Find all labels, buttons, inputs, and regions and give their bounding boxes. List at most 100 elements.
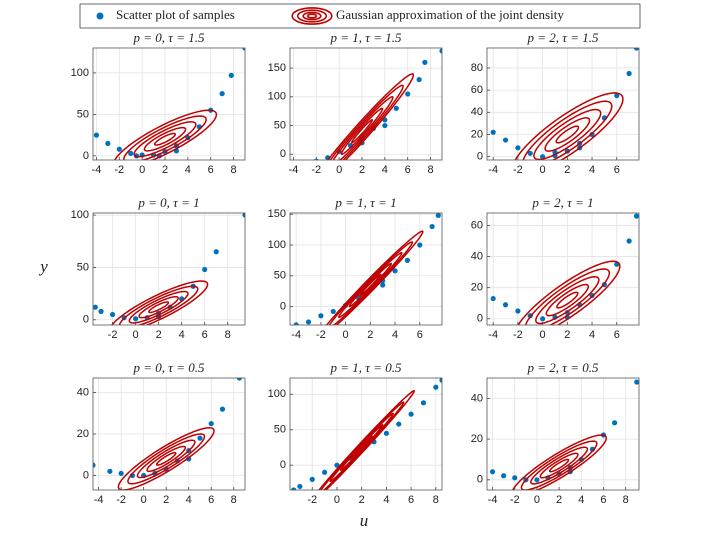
scatter-point: [128, 150, 134, 156]
gaussian-contour: [153, 132, 177, 146]
scatter-point: [380, 282, 386, 288]
scatter-point: [408, 411, 414, 417]
subplot: p = 0, τ = 0.5 -4 -2 0 2 4 6 8 0 20 40: [77, 360, 246, 506]
y-tick-label: 50: [274, 119, 286, 131]
axes-frame: [486, 47, 640, 161]
gaussian-contour: [138, 295, 179, 319]
x-tick-label: 6: [614, 164, 620, 176]
subplot: p = 2, τ = 0.5 -4 -2 0 2 4 6 8 0 20 40: [471, 360, 640, 506]
scatter-point: [202, 266, 208, 273]
plot-content: [293, 213, 441, 325]
gaussian-contour: [320, 401, 405, 490]
scatter-point: [93, 462, 96, 468]
x-tick-label: 0: [343, 329, 349, 341]
scatter-point: [242, 213, 245, 218]
x-tick-label: -2: [513, 164, 523, 176]
scatter-point: [392, 268, 398, 274]
y-tick-label: 0: [477, 474, 483, 486]
subplot-title: p = 2, τ = 1: [531, 195, 593, 210]
subplot-title: p = 0, τ = 0.5: [133, 360, 205, 375]
x-tick-label: -2: [307, 494, 317, 506]
scatter-point: [302, 160, 307, 165]
plot-content: [93, 213, 245, 325]
y-tick-label: 80: [471, 62, 483, 74]
y-tick-label: 60: [471, 84, 483, 96]
subplot-title: p = 2, τ = 1.5: [527, 30, 599, 45]
scatter-point: [318, 313, 324, 319]
scatter-point: [490, 295, 496, 302]
scatter-point: [219, 406, 226, 412]
gaussian-contour: [350, 435, 374, 460]
scatter-point: [242, 48, 245, 51]
scatter-point: [527, 150, 533, 156]
scatter-point: [291, 487, 297, 490]
scatter-point: [589, 131, 595, 138]
x-tick-label: 2: [163, 494, 169, 506]
x-tick-label: 6: [417, 329, 423, 341]
legend-marker: [96, 12, 104, 20]
subplot-title: p = 0, τ = 1: [137, 195, 199, 210]
y-tick-label: 100: [268, 91, 286, 103]
gaussian-contour: [548, 458, 570, 473]
y-tick-label: 60: [471, 219, 483, 231]
plot-area: [290, 378, 442, 490]
scatter-point: [133, 316, 139, 322]
gaussian-contour: [113, 109, 218, 160]
y-tick-label: 100: [268, 239, 286, 251]
scatter-point: [393, 105, 399, 111]
gaussian-contour: [555, 125, 580, 144]
x-tick-label: 4: [589, 164, 595, 176]
x-tick-label: 4: [186, 494, 192, 506]
legend-label: Scatter plot of samples: [116, 7, 235, 22]
scatter-point: [382, 122, 388, 129]
gaussian-contour: [111, 280, 209, 325]
axes-frame: [289, 377, 443, 491]
axes-frame: [92, 377, 246, 491]
scatter-point: [107, 468, 113, 474]
scatter-point: [420, 400, 427, 406]
x-tick-label: -4: [488, 164, 498, 176]
x-tick-label: 4: [382, 164, 388, 176]
plot-area: [290, 48, 442, 160]
x-tick-label: 6: [202, 329, 208, 341]
plot-content: [489, 379, 639, 490]
subplot-title: p = 0, τ = 1.5: [133, 30, 205, 45]
x-axis-label: u: [360, 511, 369, 530]
scatter-point: [405, 91, 411, 97]
scatter-point: [213, 249, 219, 255]
scatter-point: [93, 304, 98, 310]
subplot: p = 1, τ = 0.5 -2 0 2 4 6 8 0 50 100: [268, 360, 443, 506]
scatter-point: [502, 137, 509, 143]
x-tick-label: 8: [231, 164, 237, 176]
subplot-title: p = 1, τ = 1: [334, 195, 396, 210]
scatter-point: [501, 473, 507, 479]
gaussian-contour: [155, 451, 177, 466]
gaussian-contour: [148, 301, 170, 314]
x-tick-label: 4: [589, 329, 595, 341]
subplot-title: p = 1, τ = 1.5: [330, 30, 402, 45]
gaussian-contour: [522, 100, 613, 160]
gaussian-contour: [359, 273, 382, 297]
plot-area: [93, 48, 245, 160]
scatter-point: [228, 72, 234, 78]
scatter-point: [515, 145, 521, 151]
axes-frame: [289, 212, 443, 326]
gaussian-contour: [328, 241, 414, 325]
x-tick-label: -4: [289, 164, 299, 176]
scatter-point: [512, 475, 518, 481]
y-tick-label: 20: [471, 433, 483, 445]
scatter-point: [105, 140, 111, 147]
x-tick-label: 0: [540, 164, 546, 176]
x-tick-label: 0: [139, 164, 145, 176]
x-tick-label: 8: [433, 494, 439, 506]
gaussian-contour: [520, 440, 598, 490]
legend-marker: [306, 13, 318, 19]
gaussian-contour: [544, 117, 591, 152]
x-tick-label: 2: [359, 494, 365, 506]
y-tick-label: 100: [71, 209, 89, 221]
axes-frame: [92, 212, 246, 326]
gaussian-contour: [136, 439, 196, 479]
x-tick-label: 2: [359, 164, 365, 176]
